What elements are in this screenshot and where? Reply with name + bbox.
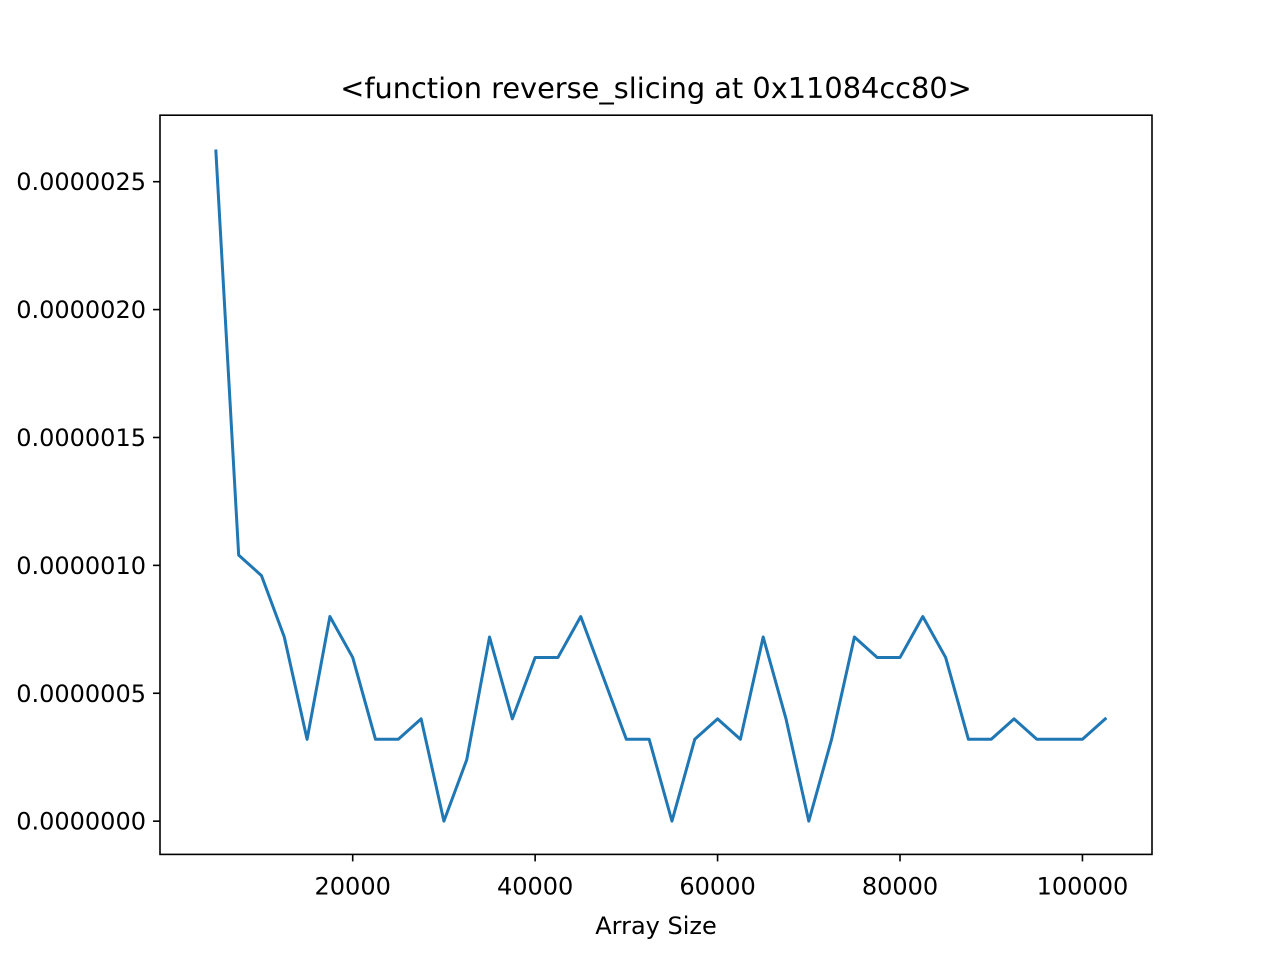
x-axis: 20000 40000 60000 80000 100000	[315, 854, 1129, 900]
y-tick-label: 0.0000020	[16, 296, 146, 324]
y-axis: 0.0000000 0.0000005 0.0000010 0.0000015 0.00…	[16, 168, 160, 836]
x-tick-label: 100000	[1037, 872, 1129, 900]
y-tick-label: 0.0000015	[16, 424, 146, 452]
x-axis-label: Array Size	[595, 912, 717, 940]
series-line-1	[214, 149, 1108, 823]
y-tick-label: 0.0000000	[16, 808, 146, 836]
series-layer	[214, 149, 1108, 823]
plot-area	[160, 115, 1152, 855]
chart-title: <function reverse_slicing at 0x11084cc80…	[340, 71, 972, 105]
x-tick-label: 20000	[315, 872, 391, 900]
y-tick-label: 0.0000010	[16, 552, 146, 580]
x-tick-label: 40000	[497, 872, 573, 900]
plot-frame	[159, 114, 1153, 856]
x-tick-label: 80000	[862, 872, 938, 900]
x-tick-label: 60000	[679, 872, 755, 900]
y-tick-label: 0.0000005	[16, 680, 146, 708]
y-tick-label: 0.0000025	[16, 168, 146, 196]
